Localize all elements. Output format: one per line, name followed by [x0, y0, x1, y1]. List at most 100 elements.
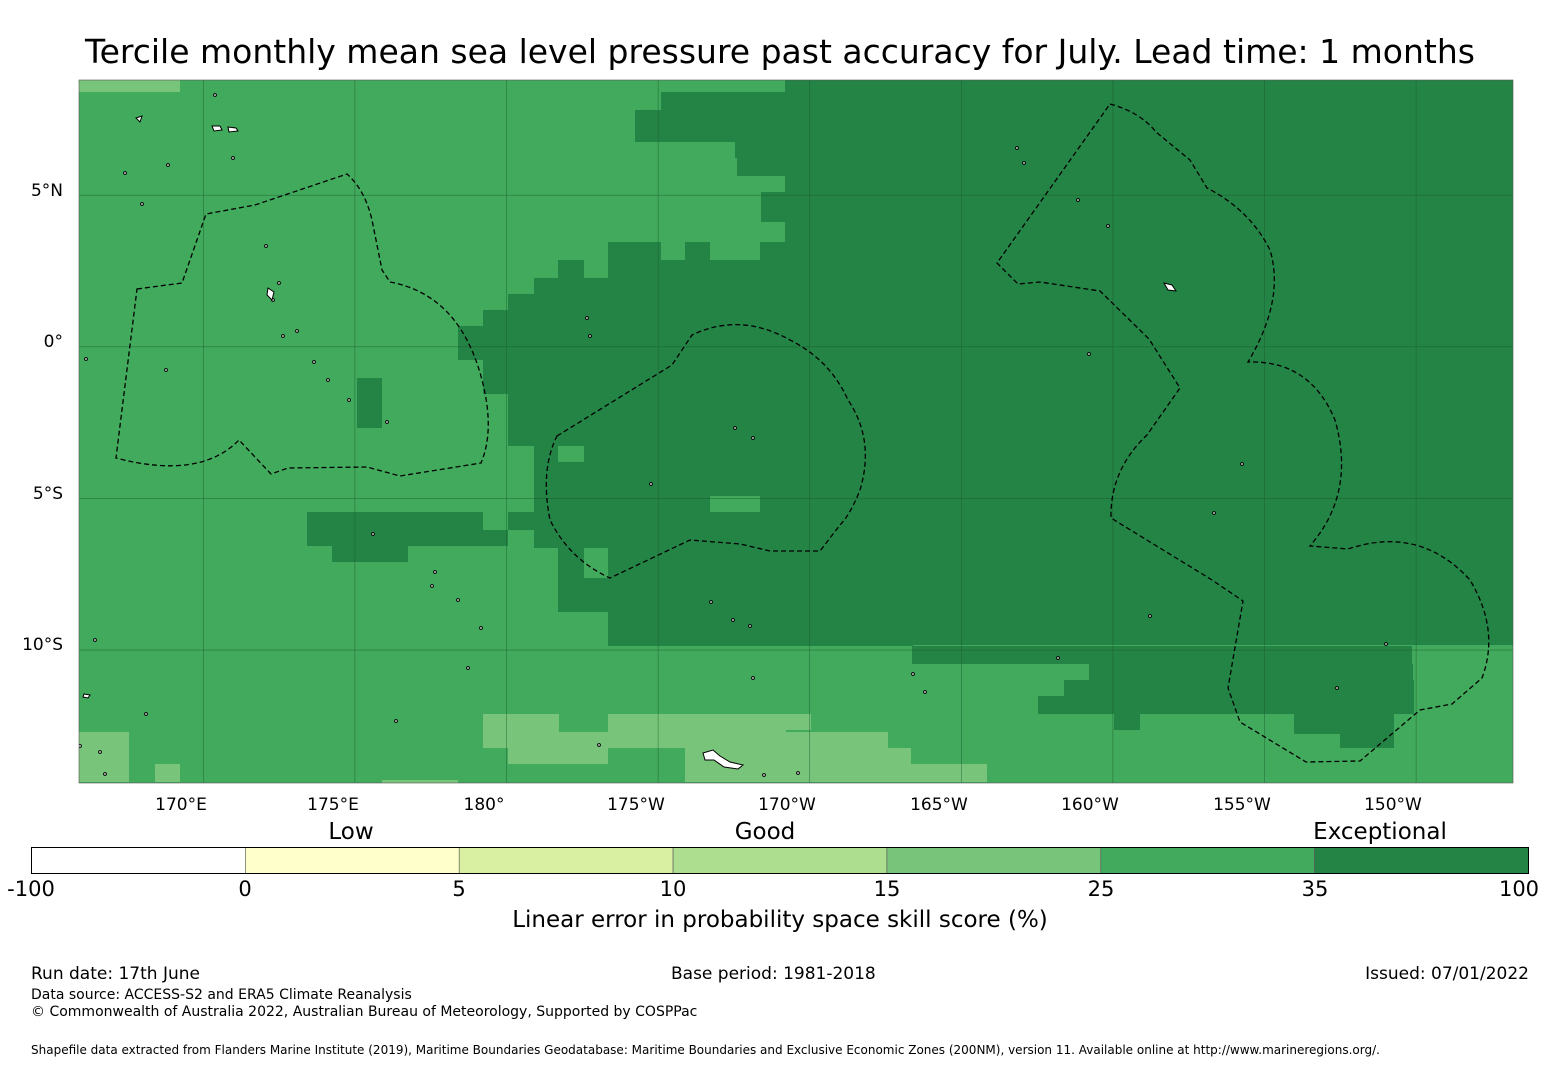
skill-cell — [584, 548, 608, 578]
skill-score-map — [78, 79, 1514, 784]
skill-cell — [685, 142, 735, 158]
island — [751, 676, 755, 680]
map-title: Tercile monthly mean sea level pressure … — [85, 32, 1475, 71]
island — [1240, 462, 1244, 466]
island — [84, 357, 88, 361]
skill-cell — [155, 764, 180, 782]
data-source: Data source: ACCESS-S2 and ERA5 Climate … — [31, 987, 412, 1003]
island — [103, 772, 107, 776]
island — [312, 360, 316, 364]
colorbar-tick-15: 15 — [873, 877, 901, 901]
island — [1022, 161, 1026, 165]
map-frame — [78, 79, 1514, 784]
skill-cell — [661, 242, 685, 260]
colorbar-bin — [245, 847, 460, 874]
island — [1384, 642, 1388, 646]
lon-label-150w: 150°W — [1364, 795, 1422, 815]
skill-cell — [1038, 696, 1414, 714]
eez-boundary — [545, 323, 866, 579]
island — [1015, 146, 1019, 150]
island — [140, 202, 144, 206]
island — [479, 626, 483, 630]
eez-boundary — [115, 173, 489, 477]
skill-cell — [357, 378, 382, 428]
base-period: Base period: 1981-2018 — [671, 964, 876, 984]
lon-label-170e: 170°E — [155, 795, 207, 815]
skill-cell — [307, 512, 483, 546]
colorbar-tick-25: 25 — [1087, 877, 1115, 901]
lat-label-10s: 10°S — [22, 635, 63, 655]
category-exceptional: Exceptional — [1313, 819, 1447, 845]
skill-cell — [483, 310, 508, 342]
island — [82, 693, 91, 699]
eez-boundary — [996, 103, 1490, 763]
skill-cell — [710, 496, 760, 512]
skill-cell — [558, 446, 584, 462]
lon-label-175w: 175°W — [607, 795, 665, 815]
island — [751, 436, 755, 440]
island — [748, 624, 752, 628]
colorbar-bin — [458, 847, 674, 874]
island — [164, 368, 168, 372]
lat-label-5s: 5°S — [32, 484, 63, 504]
copyright: © Commonwealth of Australia 2022, Austra… — [31, 1004, 698, 1020]
island — [281, 334, 285, 338]
skill-cell — [635, 110, 785, 142]
skill-cell — [785, 714, 811, 730]
island — [733, 426, 737, 430]
colorbar-bin — [1100, 847, 1315, 874]
skill-cell — [558, 260, 584, 278]
skill-cell — [534, 278, 608, 342]
skill-cell — [912, 646, 1412, 664]
skill-cell — [508, 512, 534, 530]
category-low: Low — [328, 819, 374, 845]
skill-cell — [483, 530, 508, 546]
island — [1087, 352, 1091, 356]
colorbar-tick-35: 35 — [1301, 877, 1329, 901]
island — [295, 329, 299, 333]
colorbar-tick-100: 100 — [1498, 877, 1540, 901]
island — [277, 281, 281, 285]
colorbar-label: Linear error in probability space skill … — [512, 907, 1048, 933]
issued-date: Issued: 07/01/2022 — [1365, 964, 1529, 984]
island — [1076, 198, 1080, 202]
island — [371, 532, 375, 536]
island — [433, 570, 437, 574]
skill-cell — [1089, 664, 1413, 680]
skill-cell — [382, 780, 458, 783]
island — [430, 584, 434, 588]
island — [166, 163, 170, 167]
skill-cell — [608, 714, 786, 732]
island — [702, 749, 745, 770]
island — [394, 719, 398, 723]
colorbar-bin — [672, 847, 888, 874]
colorbar — [31, 847, 1529, 874]
island — [264, 244, 268, 248]
island — [923, 690, 927, 694]
colorbar-bin — [886, 847, 1102, 874]
island — [456, 598, 460, 602]
coastlines — [79, 93, 1388, 777]
lon-label-165w: 165°W — [910, 795, 968, 815]
island — [144, 712, 148, 716]
skill-cell — [785, 80, 1513, 645]
island — [588, 334, 592, 338]
skill-cell — [911, 764, 987, 782]
skill-cell — [608, 612, 913, 646]
island — [1162, 282, 1178, 292]
skill-cell — [1340, 714, 1394, 748]
run-date: Run date: 17th June — [31, 964, 200, 984]
island — [796, 771, 800, 775]
skill-cell — [508, 732, 608, 764]
colorbar-tick-minus100: -100 — [7, 877, 55, 901]
skill-cell — [79, 80, 180, 92]
island — [213, 93, 217, 97]
lat-label-0: 0° — [43, 332, 63, 352]
island — [1212, 511, 1216, 515]
island — [1148, 614, 1152, 618]
skill-cells — [79, 80, 1513, 783]
island — [326, 378, 330, 382]
colorbar-tick-5: 5 — [452, 877, 466, 901]
island — [227, 126, 239, 133]
colorbar-frame — [31, 847, 1529, 874]
